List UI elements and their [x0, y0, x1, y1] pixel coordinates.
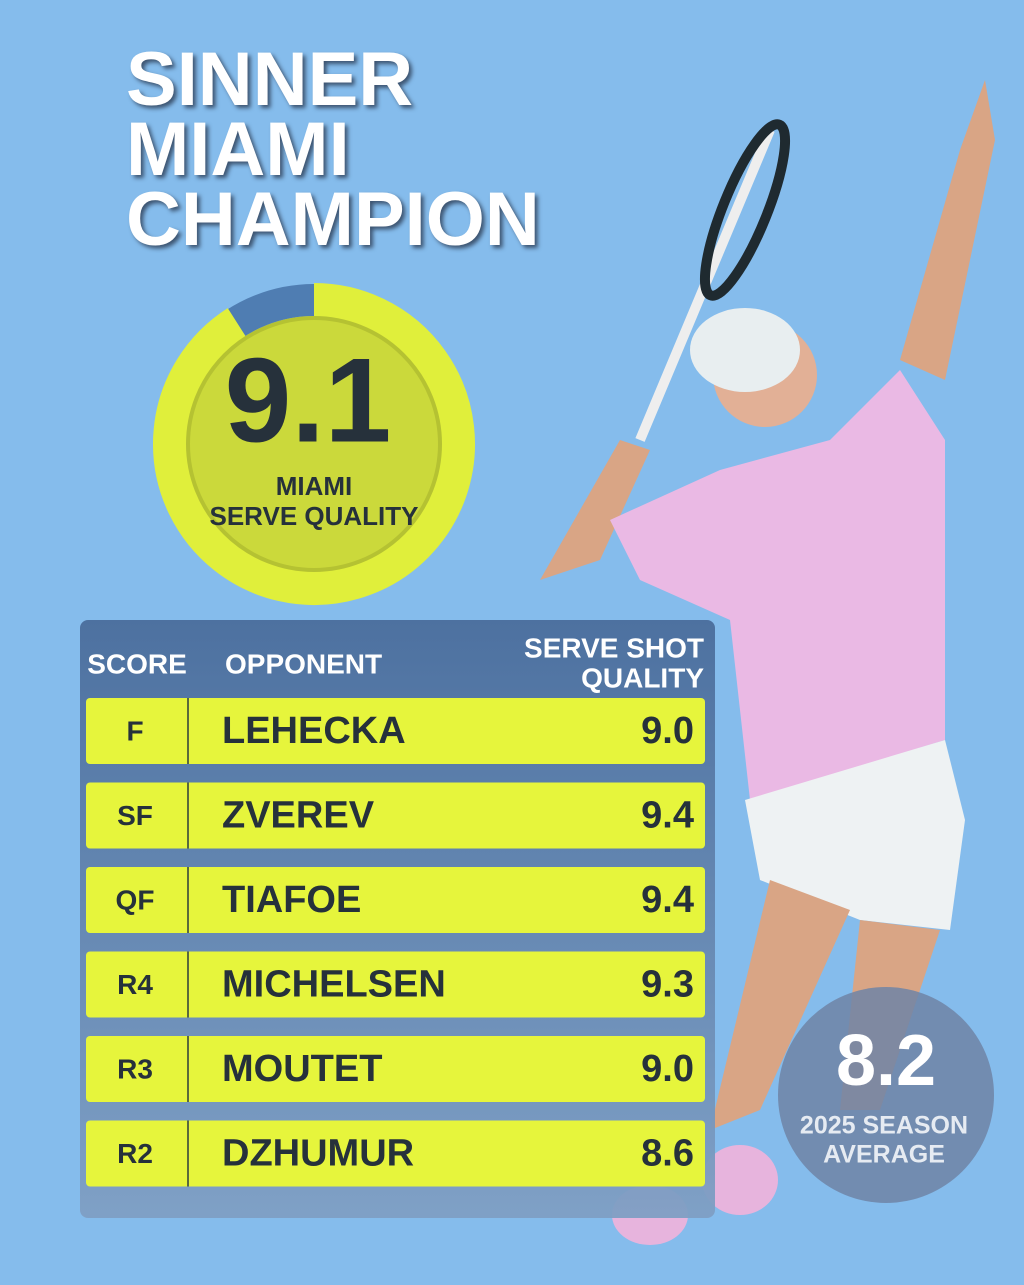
table-row [86, 698, 705, 764]
gauge-center [186, 316, 442, 572]
table-header: SCORE [87, 648, 187, 679]
gauge-arc [153, 283, 475, 605]
title-line: MIAMI [126, 107, 350, 192]
gauge-value: 9.1 [225, 334, 392, 468]
table-row [86, 951, 705, 1018]
table-header: QUALITY [581, 662, 704, 693]
round: R2 [117, 1138, 153, 1169]
round: QF [116, 884, 155, 915]
opponent: TIAFOE [222, 879, 361, 921]
season-label: AVERAGE [823, 1141, 945, 1169]
round: F [126, 715, 143, 746]
gauge-label: SERVE QUALITY [209, 501, 418, 531]
opponent: LEHECKA [222, 710, 406, 752]
table-header: OPPONENT [225, 648, 382, 679]
opponent: MICHELSEN [222, 964, 446, 1006]
table-row [86, 1120, 705, 1187]
season-badge [778, 987, 994, 1203]
opponent: MOUTET [222, 1048, 382, 1090]
serve-quality: 9.0 [641, 710, 694, 752]
gauge-label: MIAMI [276, 471, 353, 501]
opponent: ZVEREV [222, 795, 375, 837]
title-line: CHAMPION [126, 177, 540, 262]
serve-quality: 9.0 [641, 1048, 694, 1090]
table-row [86, 782, 705, 849]
serve-quality: 9.4 [641, 795, 694, 837]
opponent: DZHUMUR [222, 1133, 414, 1175]
title-line: SINNER [126, 37, 413, 122]
serve-quality: 8.6 [641, 1133, 694, 1175]
table-row [86, 867, 705, 933]
table-row [86, 1036, 705, 1102]
round: R4 [117, 969, 153, 1000]
season-value: 8.2 [836, 1021, 936, 1101]
table-header: SERVE SHOT [524, 632, 704, 663]
table-rows: F LEHECKA 9.0 SF ZVEREV 9.4 QF TIAFOE 9.4 R4 MICHE… [86, 698, 705, 1187]
serve-quality: 9.3 [641, 964, 694, 1006]
round: R3 [117, 1053, 153, 1084]
season-label: 2025 SEASON [800, 1112, 968, 1140]
round: SF [117, 800, 153, 831]
serve-quality: 9.4 [641, 879, 694, 921]
